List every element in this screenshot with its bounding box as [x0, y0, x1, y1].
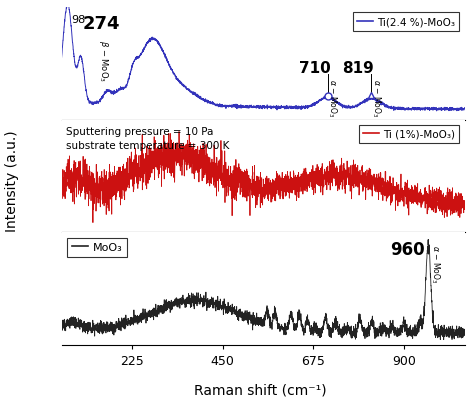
Text: 98: 98 — [72, 15, 86, 25]
Text: 710: 710 — [299, 61, 330, 75]
Text: $\beta$ $-$ MoO$_3$: $\beta$ $-$ MoO$_3$ — [97, 40, 109, 82]
Text: substrate temperature = 300 K: substrate temperature = 300 K — [65, 140, 229, 150]
Text: Raman shift (cm⁻¹): Raman shift (cm⁻¹) — [194, 383, 327, 397]
Text: 960: 960 — [390, 240, 425, 258]
Legend: MoO₃: MoO₃ — [67, 238, 127, 257]
Text: $\alpha$ $-$ MoO$_3$: $\alpha$ $-$ MoO$_3$ — [326, 79, 338, 117]
Text: $\alpha$ $-$ MoO$_3$: $\alpha$ $-$ MoO$_3$ — [371, 79, 383, 117]
Text: $\alpha$ $-$ MoO$_3$: $\alpha$ $-$ MoO$_3$ — [429, 245, 442, 283]
Legend: Ti (1%)-MoO₃): Ti (1%)-MoO₃) — [359, 126, 459, 144]
Legend: Ti(2.4 %)-MoO₃: Ti(2.4 %)-MoO₃ — [353, 13, 459, 32]
Text: 819: 819 — [342, 61, 374, 75]
Text: 274: 274 — [82, 15, 120, 33]
Text: Sputtering pressure = 10 Pa: Sputtering pressure = 10 Pa — [65, 127, 213, 137]
Text: Intensity (a.u.): Intensity (a.u.) — [5, 130, 19, 231]
